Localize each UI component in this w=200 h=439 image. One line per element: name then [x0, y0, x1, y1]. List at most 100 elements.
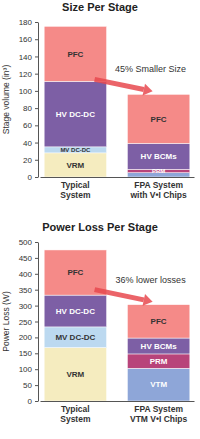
- tick-label: 100: [19, 365, 33, 374]
- tick-mark: [35, 143, 38, 144]
- tick-mark: [35, 74, 38, 75]
- segment-label: HV BCMs: [141, 152, 178, 161]
- tick: 20: [23, 156, 38, 165]
- segment-label: VRM: [66, 161, 84, 170]
- tick: 50: [23, 381, 38, 390]
- tick-label: 50: [23, 381, 32, 390]
- segment-label: PFC: [151, 317, 167, 326]
- tick: 250: [19, 318, 38, 327]
- tick-label: 200: [19, 333, 33, 342]
- segment-label: PFC: [151, 115, 167, 124]
- bar-segment: [127, 143, 189, 169]
- tick: 0: [28, 173, 38, 182]
- tick-mark: [35, 242, 38, 243]
- bar-segment: [44, 295, 106, 327]
- annotation: 36% lower losses: [116, 275, 187, 285]
- bar-segment: [127, 94, 189, 143]
- segment-label: PFC: [67, 50, 83, 59]
- bar-segment: [44, 147, 106, 153]
- tick: 120: [19, 70, 38, 79]
- segment-label: VRM: [66, 370, 84, 379]
- tick-label: 150: [19, 349, 33, 358]
- tick-label: 400: [19, 270, 33, 279]
- segment-label: MV DC-DC: [60, 147, 91, 153]
- tick-label: 450: [19, 254, 33, 263]
- axis-line: [38, 243, 39, 402]
- arrow-shaft: [95, 79, 144, 89]
- annotation-arrow: [95, 79, 153, 95]
- tick: 0: [28, 397, 38, 406]
- tick-mark: [35, 160, 38, 161]
- category-label: TypicalSystem: [60, 404, 91, 424]
- bar-segment: [44, 81, 106, 146]
- tick: 80: [23, 104, 38, 113]
- bar-segment: [127, 368, 189, 401]
- tick-label: 300: [19, 302, 33, 311]
- tick: 40: [23, 139, 38, 148]
- bar-segment: [127, 354, 189, 368]
- bar-segment: [127, 338, 189, 354]
- tick: 100: [19, 365, 38, 374]
- tick-label: 140: [19, 53, 33, 62]
- tick: 100: [19, 87, 38, 96]
- tick-label: 250: [19, 318, 33, 327]
- x-axis: [41, 401, 195, 402]
- chart: Size Per StageVRMMV DC-DCHV DC-DCPRMHV B…: [1, 1, 195, 200]
- bar-segment: [44, 26, 106, 81]
- tick-label: 0: [28, 173, 33, 182]
- tick-mark: [35, 274, 38, 275]
- y-axis-title: Stage volume (in³): [1, 65, 11, 135]
- category-label: FPA SystemVTM V•I Chips: [130, 404, 188, 424]
- tick: 200: [19, 333, 38, 342]
- tick-mark: [35, 306, 38, 307]
- tick-mark: [35, 369, 38, 370]
- tick-mark: [35, 353, 38, 354]
- tick: 500: [19, 238, 38, 247]
- tick-label: 80: [23, 104, 32, 113]
- segment-label: HV BCMs: [141, 342, 178, 351]
- tick: 400: [19, 270, 38, 279]
- tick: 150: [19, 349, 38, 358]
- chart: Power Loss Per StageVRMMV DC-DCHV DC-DCV…: [1, 221, 195, 424]
- tick-label: 0: [28, 397, 33, 406]
- axis-line: [41, 401, 195, 402]
- tick-mark: [35, 22, 38, 23]
- x-axis: [41, 177, 195, 178]
- tick-mark: [35, 337, 38, 338]
- arrow-head: [143, 294, 153, 306]
- tick: 180: [19, 18, 38, 27]
- bar-segment: [44, 153, 106, 177]
- figure: Size Per StageVRMMV DC-DCHV DC-DCPRMHV B…: [0, 0, 200, 439]
- tick: 60: [23, 121, 38, 130]
- tick-mark: [35, 385, 38, 386]
- bar-segment: [44, 348, 106, 401]
- segment-labels: VRMMV DC-DCHV DC-DCVTMPRMHV BCMsPFCPFC: [55, 268, 177, 389]
- segment-label: PRM: [150, 357, 168, 366]
- title: Size Per Stage: [62, 1, 138, 13]
- segment-label: MV DC-DC: [55, 333, 95, 342]
- tick-mark: [35, 56, 38, 57]
- tick-mark: [35, 177, 38, 178]
- tick-mark: [35, 108, 38, 109]
- tick-label: 500: [19, 238, 33, 247]
- tick: 160: [19, 35, 38, 44]
- tick-label: 120: [19, 70, 33, 79]
- tick: 350: [19, 286, 38, 295]
- category-label: FPA Systemwith V•I Chips: [129, 180, 187, 200]
- tick: 450: [19, 254, 38, 263]
- tick-label: 100: [19, 87, 33, 96]
- tick-label: 20: [23, 156, 32, 165]
- arrow-head: [143, 84, 153, 96]
- tick-label: 350: [19, 286, 33, 295]
- y-axis-title: Power Loss (W): [1, 291, 11, 352]
- axis-line: [38, 23, 39, 178]
- tick-label: 160: [19, 35, 33, 44]
- tick-mark: [35, 91, 38, 92]
- tick-mark: [35, 258, 38, 259]
- y-axis: 0 20 40 60 80 100 120 140 160 180: [19, 18, 39, 182]
- axis-line: [41, 177, 195, 178]
- segment-label: VTM: [150, 380, 167, 389]
- arrow-shaft: [95, 290, 144, 300]
- category-label: TypicalSystem: [60, 180, 91, 200]
- annotation-arrow: [95, 290, 153, 306]
